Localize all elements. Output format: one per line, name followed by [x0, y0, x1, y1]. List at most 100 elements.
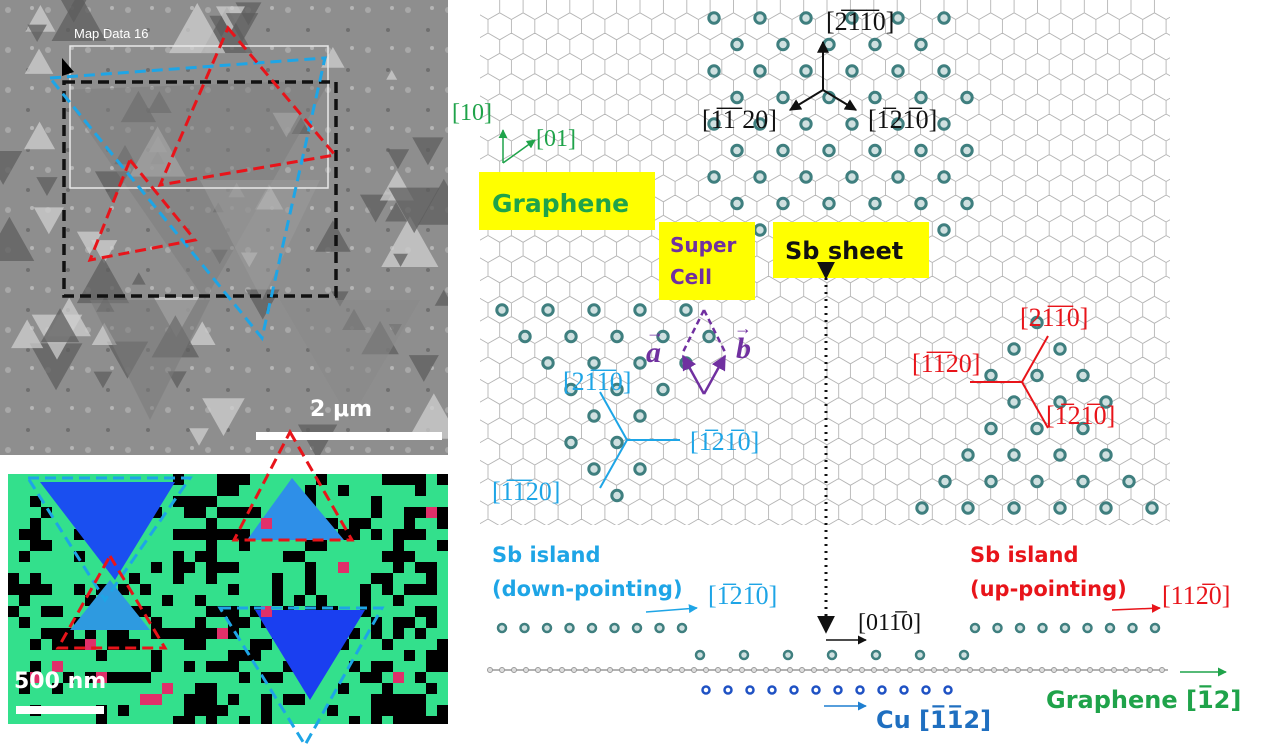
sb-atom	[1030, 421, 1044, 436]
side-graphene-atom	[655, 667, 661, 673]
side-cu-atom	[833, 685, 843, 695]
eds-pixel-black	[415, 705, 426, 716]
map-data-frame	[69, 45, 329, 189]
side-graphene-atom	[943, 667, 949, 673]
eds-pixel-black	[228, 507, 239, 518]
top-dir-1120: [1̅1̅ 20]	[702, 105, 777, 134]
eds-pixel-black	[30, 661, 41, 672]
eds-pixel-black	[404, 529, 415, 540]
side-cu-atom	[723, 685, 733, 695]
eds-pixel-black	[195, 705, 206, 716]
sb-atom	[1122, 474, 1136, 489]
eds-map: 500 nm	[8, 474, 448, 724]
eds-pixel-black	[19, 551, 30, 562]
red-dir-1120: [1̅1̅20]	[912, 349, 980, 378]
eds-pixel-black	[206, 562, 217, 573]
side-view	[487, 622, 1168, 695]
eds-pixel-black	[30, 496, 41, 507]
eds-pixel-black	[30, 573, 41, 584]
sem-island	[60, 80, 330, 300]
side-sb-atom-left	[519, 622, 530, 634]
eds-pixel-black	[415, 694, 426, 705]
sb-atom	[564, 382, 578, 397]
eds-pixel-black	[426, 573, 437, 584]
sem-triangle	[93, 371, 113, 389]
eds-pixel-black	[426, 584, 437, 595]
eds-pixel-black	[228, 606, 239, 617]
eds-pixel-black	[228, 617, 239, 628]
side-sb-atom-left	[586, 622, 598, 634]
scale-label-sem: 2 μm	[310, 397, 372, 422]
eds-pixel-black	[206, 606, 217, 617]
side-sb-atom-right	[969, 622, 981, 634]
eds-pixel-black	[85, 628, 96, 639]
eds-pixel-black	[129, 573, 140, 584]
eds-pixel-black	[8, 584, 19, 595]
eds-pixel-black	[85, 672, 96, 683]
eds-pixel-black	[162, 595, 173, 606]
eds-pixel-black	[173, 562, 184, 573]
side-graphene-atom	[1111, 667, 1117, 673]
sem-triangle	[91, 240, 118, 264]
eds-pixel-black	[228, 474, 239, 485]
eds-pixel-black	[360, 518, 371, 529]
eds-pixel-black	[184, 529, 195, 540]
sb-atom	[984, 368, 998, 383]
black-pointer-icon	[62, 58, 74, 76]
side-graphene-atom	[799, 667, 805, 673]
sb-atom	[914, 37, 928, 52]
eds-pixel-pink	[96, 672, 107, 683]
sb-atom	[937, 170, 951, 184]
eds-pixel-black	[294, 595, 305, 606]
sem-triangle	[359, 194, 392, 223]
side-graphene-atom	[919, 667, 925, 673]
graphene-axes-icon	[498, 129, 536, 164]
eds-pixel-pink	[30, 672, 41, 683]
sb-atom	[1076, 474, 1090, 489]
eds-pixel-black	[327, 705, 338, 716]
eds-pixel-black	[294, 694, 305, 705]
sb-sheet-label: Sb sheet	[785, 237, 903, 265]
eds-pixel-black	[349, 661, 360, 672]
eds-pixel-black	[316, 540, 327, 551]
eds-pixel-black	[305, 562, 316, 573]
sb-atom	[564, 329, 578, 344]
sb-atom	[984, 421, 998, 436]
top-dir-1210: [1̅21̅0]	[868, 105, 937, 134]
eds-pixel-black	[206, 573, 217, 584]
eds-pixel-black	[404, 551, 415, 562]
eds-pixel-black	[228, 628, 239, 639]
sb-atom	[1053, 501, 1067, 515]
eds-pixel-black	[195, 628, 206, 639]
side-cu-atom	[789, 685, 799, 695]
eds-pixel-black	[195, 551, 206, 562]
eds-pixel-black	[85, 595, 96, 606]
eds-pixel-black	[118, 672, 129, 683]
eds-pink-pixels	[30, 507, 437, 705]
eds-pixel-black	[415, 529, 426, 540]
side-sb-atom-sheet	[738, 649, 750, 661]
sb-atom	[799, 11, 813, 25]
sem-triangle	[76, 256, 130, 304]
sem-triangle	[386, 149, 410, 170]
side-graphene-atom	[739, 667, 745, 673]
sb-atom	[1076, 421, 1090, 436]
eds-pixel-black	[250, 650, 261, 661]
eds-pixel-black	[294, 551, 305, 562]
eds-pixel-black	[426, 606, 437, 617]
eds-pixel-black	[96, 584, 107, 595]
side-cu-atom	[899, 685, 909, 695]
eds-pixel-black	[129, 639, 140, 650]
eds-pixel-black	[360, 606, 371, 617]
eds-pixel-black	[261, 672, 272, 683]
eds-pixel-black	[393, 617, 404, 628]
sb-atom	[891, 117, 905, 131]
side-graphene-atom	[1147, 667, 1153, 673]
vector-a-arrow: →	[646, 322, 664, 342]
eds-pixel-black	[415, 672, 426, 683]
sem-triangle	[225, 13, 259, 42]
eds-pixel-black	[437, 474, 448, 485]
eds-pixel-black	[206, 628, 217, 639]
down-dir-arrow	[645, 604, 698, 614]
sb-atom	[776, 143, 790, 158]
